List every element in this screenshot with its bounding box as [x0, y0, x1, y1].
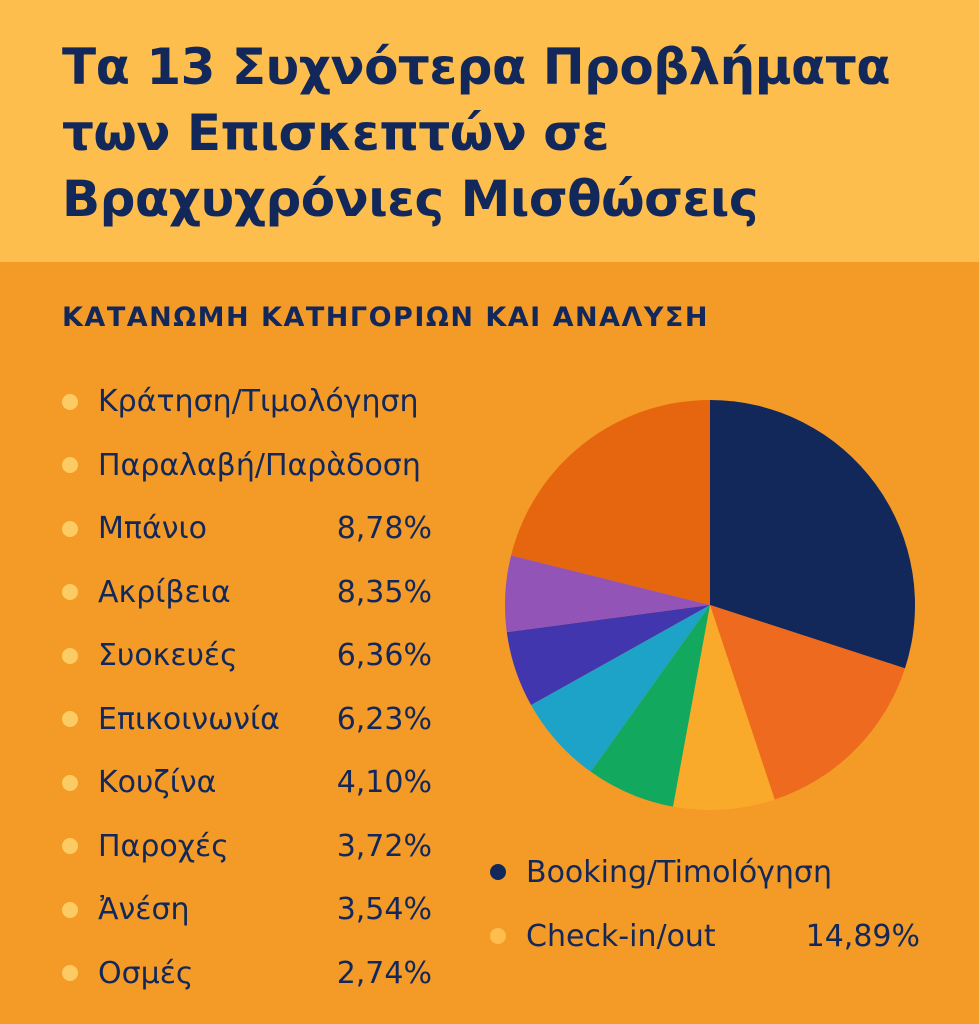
- pie-slice: [511, 400, 710, 605]
- bullet-dot-icon: [62, 711, 78, 728]
- pie-legend-value: 14,89%: [805, 918, 920, 954]
- bullet-dot-icon: [490, 928, 506, 944]
- legend-item: Παραλαβή/Παρὰδοση: [62, 434, 492, 498]
- bullet-dot-icon: [62, 647, 78, 664]
- bullet-dot-icon: [62, 457, 78, 474]
- bullet-dot-icon: [62, 838, 78, 855]
- legend-item-value: 3,54%: [336, 892, 432, 928]
- legend-item-value: 6,23%: [336, 701, 432, 737]
- pie-chart-container: [500, 395, 920, 815]
- legend-item-label: Μπάνιο: [98, 511, 207, 547]
- legend-item-value: 4,10%: [336, 765, 432, 801]
- pie-legend-label: Booking/Timolόγηση: [526, 854, 832, 890]
- legend-item-value: 6,36%: [336, 638, 432, 674]
- pie-legend-label: Check-in/out: [526, 918, 716, 954]
- legend-item-label: Παραλαβή/Παρὰδοση: [98, 447, 421, 483]
- pie-slice: [505, 555, 710, 633]
- pie-slice: [710, 605, 905, 800]
- legend-item: Μπάνιο 8,78%: [62, 497, 492, 561]
- header-banner: Τα 13 Συχνότερα Προβλήματα των Επισκεπτώ…: [0, 0, 979, 262]
- pie-slice: [506, 605, 710, 705]
- bullet-dot-icon: [62, 520, 78, 537]
- legend-item-label: Ακρίβεια: [98, 574, 231, 610]
- legend-item: Οσμές 2,74%: [62, 942, 492, 1006]
- bullet-dot-icon: [62, 901, 78, 918]
- bullet-dot-icon: [490, 864, 506, 880]
- legend-item: Ακρίβεια 8,35%: [62, 561, 492, 625]
- section-subtitle: ΚΑΤΑΝΩΜΗ ΚΑΤΗΓΟΡΙΩΝ ΚΑΙ ΑΝΑΛΥΣΗ: [62, 302, 709, 333]
- legend-item-label: Κουζίνα: [98, 765, 217, 801]
- pie-chart: [505, 400, 915, 810]
- page-title: Τα 13 Συχνότερα Προβλήματα των Επισκεπτώ…: [62, 38, 891, 228]
- pie-slice: [590, 605, 710, 807]
- legend-item: Κουζίνα 4,10%: [62, 751, 492, 815]
- legend-item-value: 8,78%: [336, 511, 432, 547]
- pie-legend-item: Booking/Timolόγηση: [490, 840, 930, 904]
- legend-item-label: Ἀνέση: [98, 892, 190, 928]
- legend-item-label: Κράτηση/Τιμολόγηση: [98, 384, 419, 420]
- bullet-dot-icon: [62, 584, 78, 601]
- pie-slice: [710, 400, 915, 669]
- legend-item: Επικοινωνία 6,23%: [62, 688, 492, 752]
- legend-item-value: 2,74%: [336, 955, 432, 991]
- legend-item-value: 8,35%: [336, 574, 432, 610]
- legend-item: Ἀνέση 3,54%: [62, 878, 492, 942]
- bullet-dot-icon: [62, 965, 78, 982]
- legend-item: Συοκευές 6,36%: [62, 624, 492, 688]
- pie-legend: Booking/Timolόγηση Check-in/out 14,89%: [490, 840, 930, 968]
- pie-legend-item: Check-in/out 14,89%: [490, 904, 930, 968]
- legend-item-label: Παροχές: [98, 828, 229, 864]
- category-legend: Κράτηση/Τιμολόγηση Παραλαβή/Παρὰδοση Μπά…: [62, 370, 492, 1005]
- bullet-dot-icon: [62, 774, 78, 791]
- pie-slice: [672, 605, 775, 810]
- legend-item: Παροχές 3,72%: [62, 815, 492, 879]
- bullet-dot-icon: [62, 393, 78, 410]
- legend-item-label: Συοκευές: [98, 638, 238, 674]
- pie-slice: [531, 605, 710, 772]
- legend-item-value: 3,72%: [336, 828, 432, 864]
- legend-item-label: Οσμές: [98, 955, 194, 991]
- legend-item: Κράτηση/Τιμολόγηση: [62, 370, 492, 434]
- legend-item-label: Επικοινωνία: [98, 701, 280, 737]
